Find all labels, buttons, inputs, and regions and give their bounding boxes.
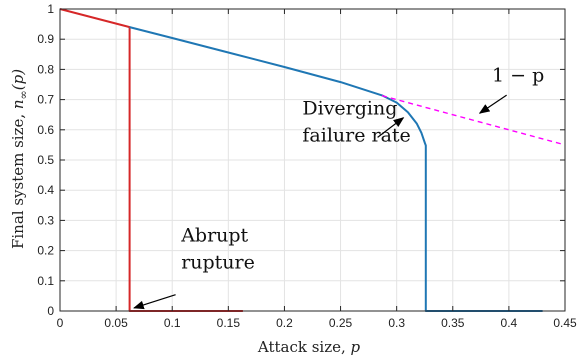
y-tick-label: 0.9 <box>37 32 54 46</box>
annotation-arrow-3 <box>478 94 507 114</box>
x-tick-label: 0.1 <box>164 316 181 330</box>
annotation-line: 1 − p <box>492 64 544 86</box>
y-tick-label: 0 <box>47 304 54 318</box>
annotation-text-1: Diverging failure rate <box>302 98 410 147</box>
y-axis-label-variable: n <box>9 99 27 109</box>
annotation-line: rupture <box>181 252 255 274</box>
annotation-line: failure rate <box>302 125 410 147</box>
y-axis-label: Final system size, n∞(p) <box>9 69 30 249</box>
series-line-3 <box>381 95 566 146</box>
y-axis-label-text: Final system size, <box>9 109 27 249</box>
x-axis-label-variable: p <box>351 338 361 356</box>
annotation-text-2: Abrupt rupture <box>180 225 255 274</box>
x-tick-label: 0 <box>57 316 64 330</box>
x-tick-label: 0.05 <box>104 316 128 330</box>
x-axis-label-text: Attack size, <box>257 338 351 356</box>
x-tick-label: 0.3 <box>388 316 405 330</box>
y-tick-label: 0.2 <box>37 244 54 258</box>
x-tick-label: 0.35 <box>441 316 465 330</box>
series-line-2 <box>129 26 543 312</box>
tick-marks: 0 0.05 0.1 0.15 0.2 0.25 0.3 0.35 0.4 0.45 0 0.1 0.2… <box>37 2 577 330</box>
y-tick-label: 0.6 <box>37 123 54 137</box>
annotation-text-3: 1 − p <box>492 64 544 86</box>
x-tick-label: 0.45 <box>553 316 577 330</box>
x-tick-label: 0.15 <box>217 316 241 330</box>
x-axis-label: Attack size, p <box>257 338 361 356</box>
y-axis-label-argument: (p) <box>9 69 27 90</box>
annotation-line: Abrupt <box>180 225 248 247</box>
y-tick-label: 0.4 <box>37 183 54 197</box>
y-tick-label: 1 <box>47 2 54 16</box>
y-tick-label: 0.5 <box>37 153 54 167</box>
x-tick-label: 0.25 <box>329 316 353 330</box>
y-tick-label: 0.7 <box>37 93 54 107</box>
annotations: Diverging failure rate Abrupt rupture 1 − p <box>133 64 544 310</box>
annotation-arrow-1 <box>377 117 405 138</box>
grid-lines <box>60 9 565 311</box>
annotation-line: Diverging <box>302 98 397 120</box>
y-axis-label-subscript: ∞ <box>17 90 30 99</box>
annotation-arrow-2 <box>133 294 176 310</box>
y-tick-label: 0.8 <box>37 62 54 76</box>
y-tick-label: 0.3 <box>37 213 54 227</box>
y-tick-label: 0.1 <box>37 274 54 288</box>
x-tick-label: 0.4 <box>501 316 518 330</box>
x-tick-label: 0.2 <box>276 316 293 330</box>
